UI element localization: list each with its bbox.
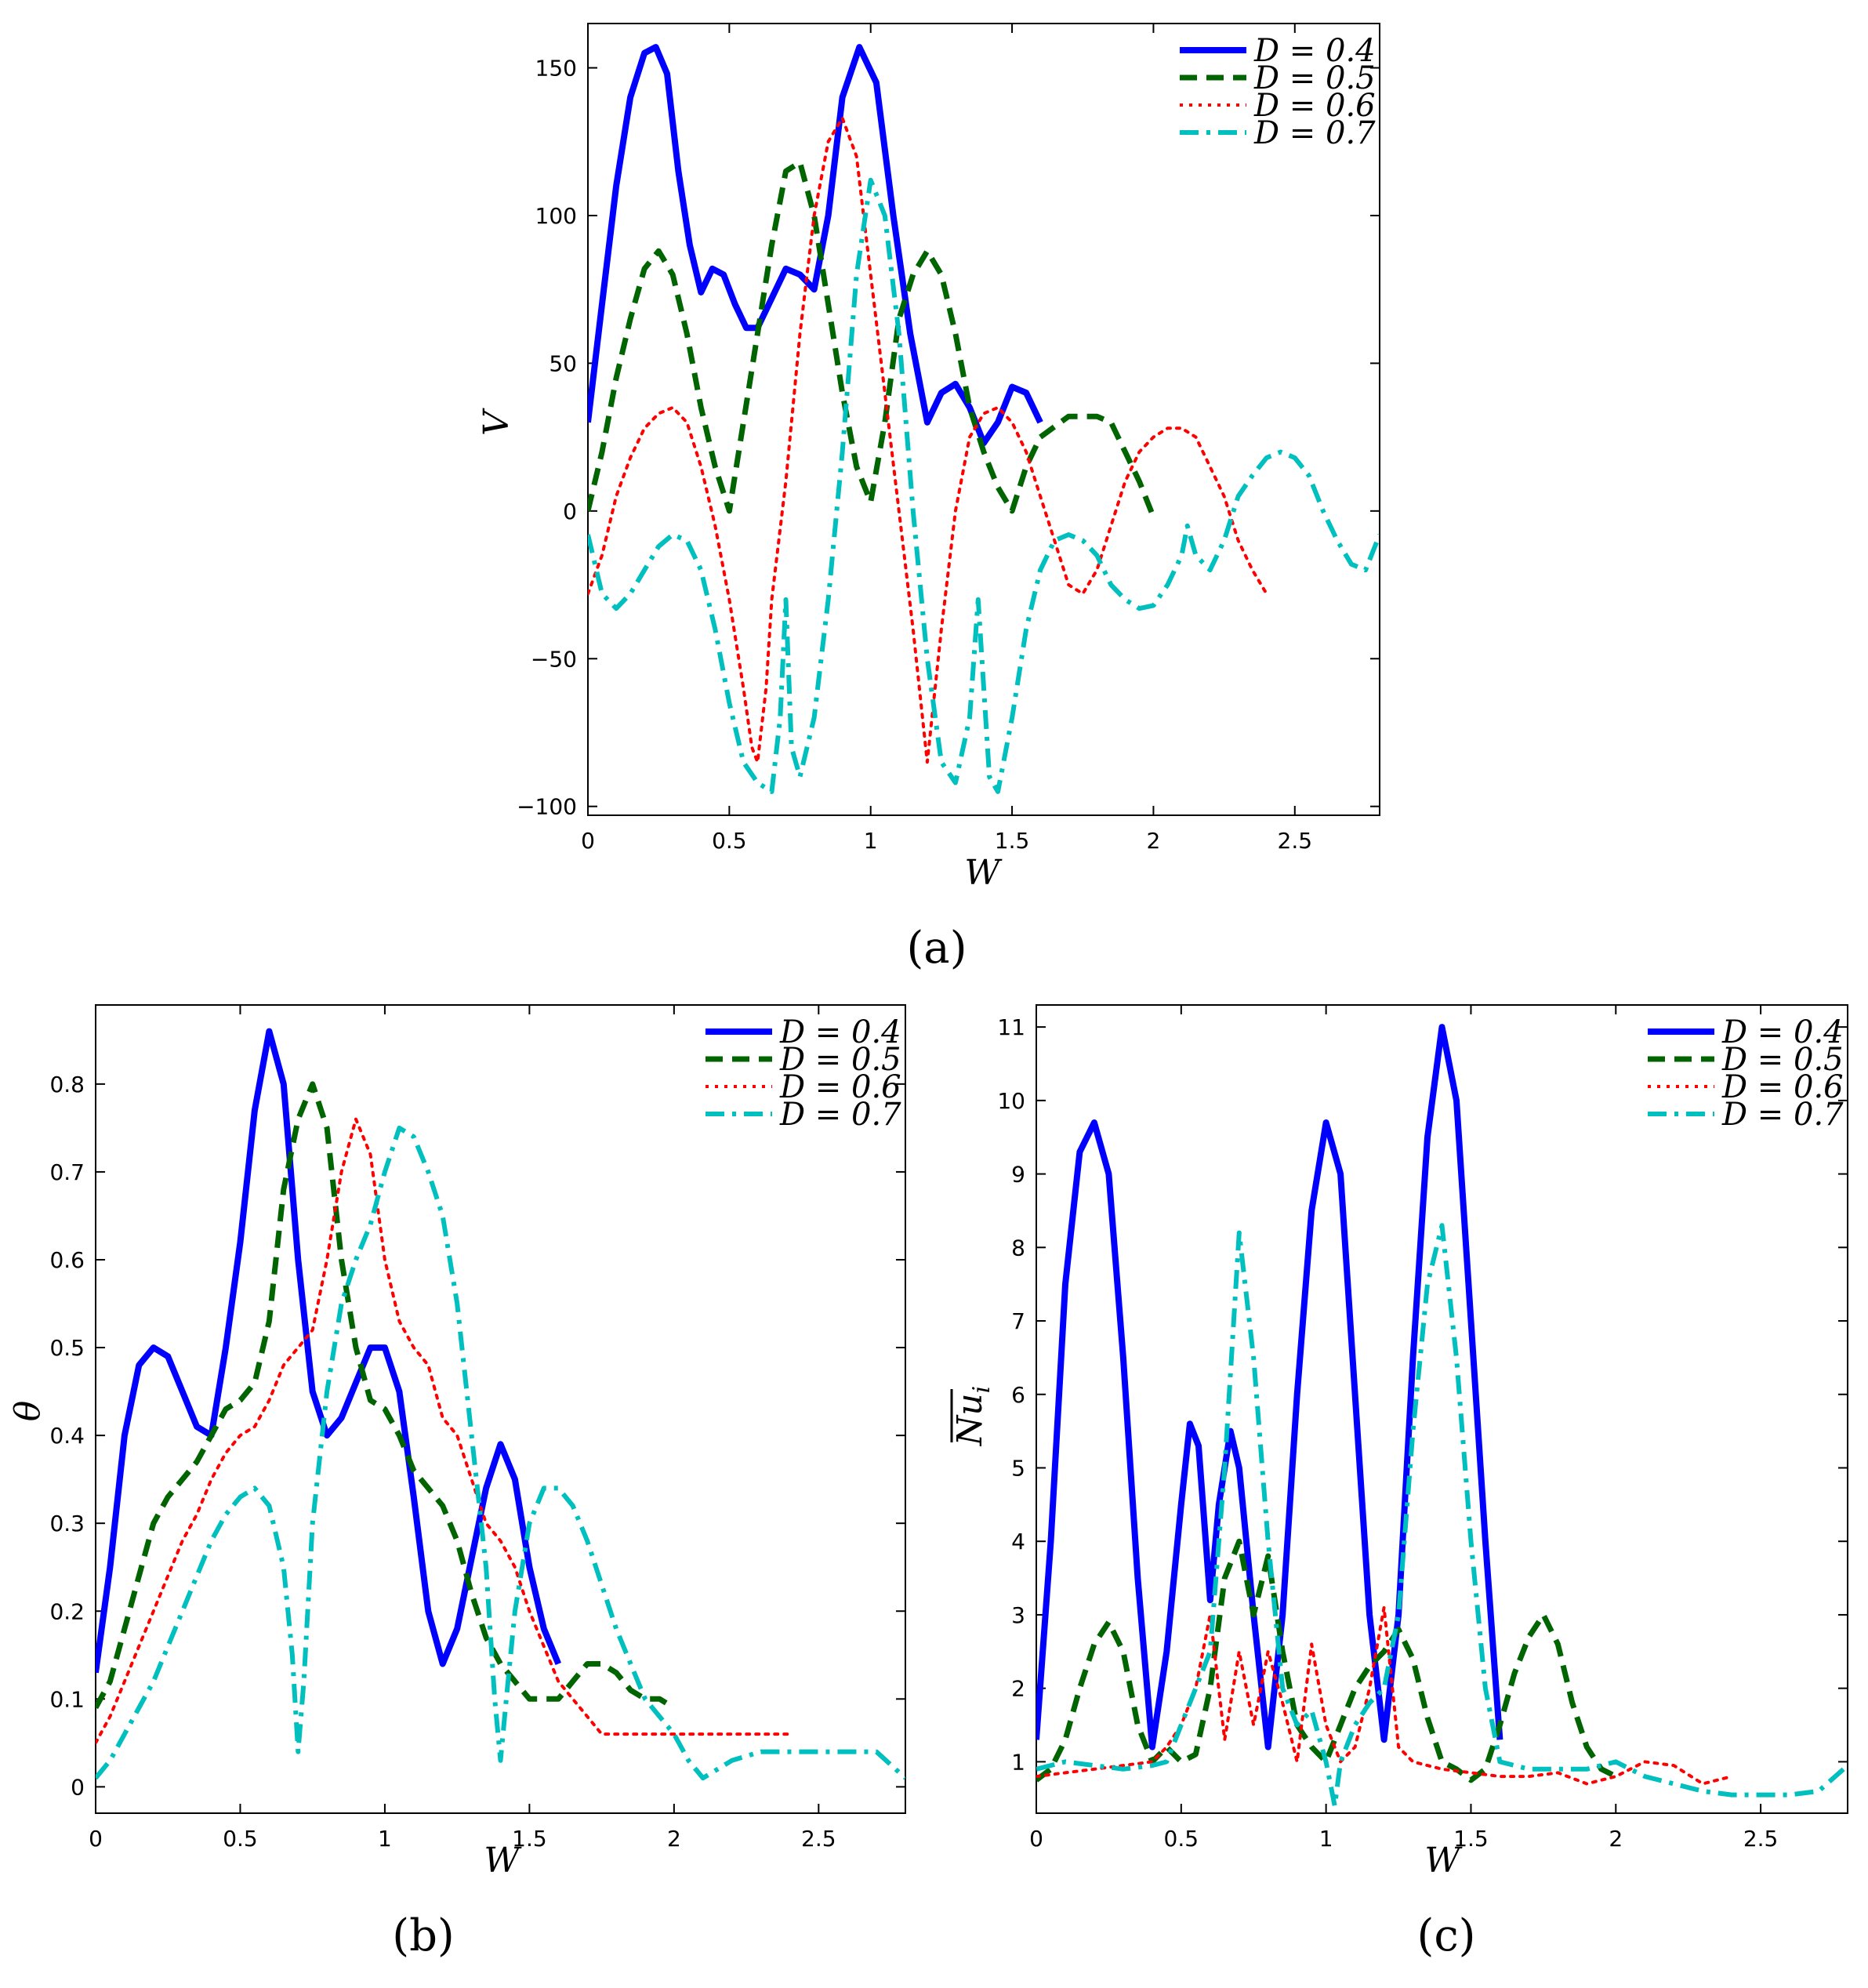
panel-b-legend-label-1: D = 0.4 [779,1014,901,1050]
panel-c-ylabel-text: Nui [950,1386,996,1446]
panel-c-xtick-label: 1 [1319,1826,1333,1852]
panel-a-ytick-label: −50 [531,646,577,672]
panel-a-ytick-label: 0 [563,499,577,524]
panel-a-legend-label-4: D = 0.7 [1253,115,1376,151]
panel-b-axes-frame [95,1004,906,1814]
panel-a-series-line-1 [588,44,1043,447]
panel-c-caption: (c) [1416,1910,1475,1961]
panel-b-caption: (b) [392,1910,455,1961]
panel-c-ytick-label: 4 [1011,1529,1025,1554]
panel-b-ytick-label: 0 [71,1774,85,1800]
panel-a-xtick-label: 2.5 [1278,828,1313,854]
panel-a-legend-label-3: D = 0.6 [1253,88,1376,124]
panel-c-xtick-label: 1.5 [1453,1826,1489,1852]
panel-b-legend-label-2: D = 0.5 [779,1042,901,1078]
panel-c-series-group [1036,1024,1848,1808]
panel-c-xlabel: W [1424,1841,1463,1881]
panel-b-legend-label-3: D = 0.6 [779,1069,901,1105]
panel-a-ytick-label: 50 [549,350,577,376]
panel-a-series-line-2 [588,159,1156,518]
panel-b: 0 0.5 1 1.5 2 2.5 0 0.1 0.2 0.3 0.4 0.5 0.6 0.7 0.8 D =… [8,1004,906,1961]
panel-c-axes-frame [1036,1004,1848,1814]
panel-b-xtick-label: 1 [378,1826,392,1852]
panel-a-legend-label-1: D = 0.4 [1253,33,1376,69]
panel-b-xtick-label: 0 [89,1826,103,1852]
panel-c-series-line-4 [1036,1223,1848,1808]
panel-c-xtick-label: 0.5 [1164,1826,1199,1852]
panel-b-ytick-label: 0.3 [49,1511,85,1536]
panel-b-legend-label-4: D = 0.7 [779,1097,901,1133]
panel-c-legend-label-4: D = 0.7 [1721,1097,1844,1133]
panel-b-series-line-3 [96,1117,792,1745]
panel-a-series-line-4 [588,177,1380,794]
panel-b-xtick-label: 2 [667,1826,681,1852]
panel-b-ytick-label: 0.1 [49,1686,85,1712]
panel-b-ytick-label: 0.7 [49,1159,85,1185]
panel-c-ylabel: Nui [950,1386,996,1446]
panel-c-ytick-label: 6 [1011,1382,1025,1408]
panel-b-series-group [96,1028,905,1781]
panel-c-ytick-label: 11 [997,1014,1025,1040]
panel-c-ylabel-base: Nu [950,1393,990,1446]
panel-b-plot: 0 0.5 1 1.5 2 2.5 0 0.1 0.2 0.3 0.4 0.5 0.6 0.7 0.8 D =… [49,1004,906,1852]
panel-a-xtick-label: 1.5 [995,828,1030,854]
panel-c-series-line-1 [1036,1024,1503,1750]
panel-b-ytick-label: 0.2 [49,1598,85,1624]
panel-c-ytick-label: 9 [1011,1162,1025,1188]
panel-b-ylabel: θ [8,1401,48,1422]
panel-b-xtick-label: 0.5 [223,1826,258,1852]
panel-c-xtick-label: 2.5 [1743,1826,1779,1852]
panel-c-ytick-label: 10 [997,1088,1025,1114]
panel-c-ytick-label: 7 [1011,1308,1025,1334]
panel-c-ytick-label: 8 [1011,1235,1025,1261]
panel-a-series-group [588,44,1380,794]
panel-a-ytick-label: 100 [535,203,577,229]
panel-a-xtick-label: 0.5 [712,828,747,854]
panel-a-xlabel: W [964,853,1003,893]
panel-b-xlabel: W [484,1841,522,1881]
panel-a-series-line-3 [588,116,1268,764]
panel-c-series-line-2 [1036,1538,1617,1783]
panel-a-xtick-label: 1 [864,828,878,854]
panel-b-ytick-label: 0.5 [49,1335,85,1361]
panel-b-xtick-label: 1.5 [512,1826,547,1852]
panel-a-ylabel: V [477,408,517,436]
panel-c-ytick-label: 1 [1011,1749,1025,1775]
panel-b-series-line-4 [96,1125,905,1781]
panel-c-legend-label-3: D = 0.6 [1721,1069,1844,1105]
panel-c-ytick-label: 3 [1011,1602,1025,1628]
panel-a-caption: (a) [906,923,967,974]
panel-c-ytick-label: 5 [1011,1455,1025,1481]
panel-a-xtick-label: 2 [1147,828,1161,854]
panel-c-legend-label-1: D = 0.4 [1721,1014,1844,1050]
panel-b-ytick-label: 0.6 [49,1247,85,1273]
panel-a-xtick-label: 0 [581,828,595,854]
panel-b-ytick-label: 0.8 [49,1072,85,1097]
panel-c-xtick-label: 2 [1609,1826,1623,1852]
panel-b-ytick-label: 0.4 [49,1423,85,1449]
panel-b-xtick-label: 2.5 [801,1826,836,1852]
panel-c-legend-label-2: D = 0.5 [1721,1042,1844,1078]
panel-c-xtick-label: 0 [1029,1826,1043,1852]
panel-a-legend-label-2: D = 0.5 [1253,60,1376,96]
panel-c-ytick-label: 2 [1011,1676,1025,1702]
panel-a-ytick-label: −100 [517,794,577,820]
panel-c-ylabel-sub: i [968,1386,996,1394]
panel-a-ytick-label: 150 [535,56,577,82]
panel-b-series-line-2 [96,1081,676,1710]
